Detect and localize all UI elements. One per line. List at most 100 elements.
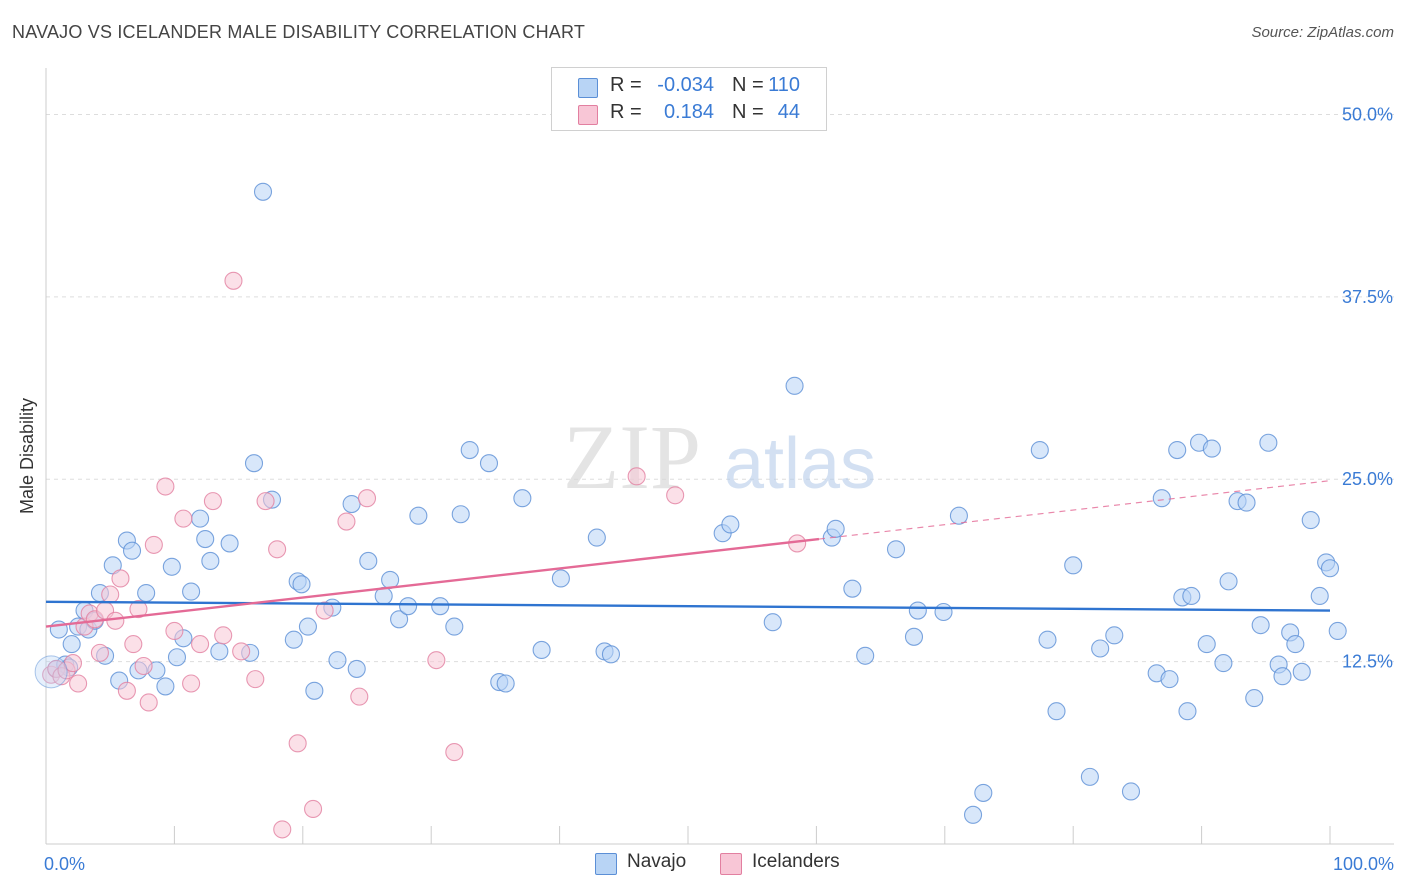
- navajo-point: [785, 376, 804, 395]
- navajo-point: [399, 597, 418, 616]
- navajo-point: [904, 627, 924, 646]
- source-label: Source: ZipAtlas.com: [1251, 24, 1394, 41]
- navajo-point: [451, 505, 470, 524]
- navajo-point: [328, 651, 347, 670]
- icelander-point: [232, 642, 251, 661]
- icelander-point: [350, 687, 369, 706]
- icelanders-swatch: [578, 105, 598, 125]
- navajo-point: [1237, 493, 1256, 512]
- navajo-point: [1214, 654, 1233, 673]
- navajo-point: [244, 454, 264, 473]
- navajo-n-label: N =: [732, 74, 764, 96]
- icelander-point: [627, 467, 646, 486]
- navajo-point: [196, 530, 215, 549]
- icelanders-r-label: R =: [610, 101, 642, 123]
- icelander-point: [134, 656, 153, 676]
- y-tick-label: 37.5%: [1342, 287, 1393, 307]
- navajo-point: [298, 617, 317, 636]
- watermark: ZIP atlas: [563, 406, 876, 508]
- icelander-point: [165, 621, 184, 641]
- navajo-swatch: [578, 78, 598, 98]
- navajo-point: [496, 674, 515, 693]
- navajo-point: [1273, 667, 1292, 686]
- icelander-point: [117, 681, 136, 700]
- icelander-point: [101, 585, 120, 604]
- icelander-trend-line: [45, 537, 820, 628]
- icelander-point: [445, 743, 464, 762]
- icelander-point: [357, 489, 377, 508]
- icelanders-r-value: 0.184: [663, 101, 714, 123]
- navajo-point: [479, 454, 499, 473]
- navajo-point: [826, 519, 845, 538]
- y-tick-label: 50.0%: [1342, 104, 1393, 124]
- navajo-point: [210, 642, 229, 661]
- navajo-point: [1152, 489, 1171, 508]
- navajo-point: [445, 617, 464, 636]
- navajo-point: [1301, 511, 1320, 530]
- icelander-trend-extension: [818, 480, 1331, 540]
- icelander-point: [203, 492, 222, 511]
- navajo-point: [949, 506, 968, 525]
- bottom-navajo-label: Navajo: [627, 851, 687, 872]
- navajo-point: [763, 613, 782, 632]
- labels-layer: 12.5% 25.0% 37.5% 50.0% 0.0% 100.0% Male Disab…: [17, 104, 1394, 874]
- navajo-point: [1160, 670, 1179, 689]
- navajo-r-value: -0.034: [657, 74, 714, 96]
- y-axis-label: Male Disability: [17, 398, 37, 514]
- bottom-navajo-swatch: [595, 853, 617, 875]
- navajo-point: [1168, 441, 1187, 460]
- icelander-point: [111, 569, 130, 588]
- navajo-point: [292, 575, 311, 594]
- icelander-point: [144, 535, 163, 554]
- navajo-point: [359, 551, 378, 570]
- icelander-point: [246, 670, 265, 689]
- navajo-point: [551, 569, 570, 588]
- icelander-point: [288, 734, 307, 753]
- navajo-n-value: 110: [768, 74, 800, 96]
- navajo-point: [1197, 635, 1216, 654]
- navajo-trend-line: [45, 600, 1331, 612]
- navajo-point: [1182, 586, 1201, 606]
- navajo-point: [305, 681, 324, 700]
- navajo-point: [284, 630, 303, 649]
- navajo-point: [721, 515, 740, 534]
- navajo-point: [162, 557, 181, 576]
- watermark-atlas: atlas: [724, 424, 876, 504]
- bottom-icelanders-swatch: [720, 853, 742, 875]
- navajo-point: [1080, 767, 1099, 786]
- y-tick-label: 25.0%: [1342, 469, 1393, 489]
- navajo-point: [1038, 630, 1057, 649]
- legend-row-icelanders: R = 0.184 N = 44: [552, 101, 826, 127]
- icelander-point: [124, 635, 143, 654]
- navajo-point: [963, 805, 983, 824]
- points-layer: [34, 182, 1347, 839]
- navajo-point: [532, 640, 551, 659]
- icelander-point: [256, 492, 275, 511]
- icelanders-n-value: 44: [777, 101, 800, 123]
- navajo-point: [856, 646, 875, 665]
- navajo-point: [843, 579, 862, 598]
- navajo-point: [1121, 782, 1141, 801]
- navajo-point: [1259, 433, 1278, 452]
- navajo-r-label: R =: [610, 74, 642, 96]
- navajo-point: [1328, 621, 1347, 641]
- navajo-point: [587, 528, 606, 547]
- icelander-point: [156, 477, 175, 496]
- icelander-point: [304, 799, 323, 819]
- navajo-point: [191, 509, 210, 528]
- navajo-point: [1064, 556, 1083, 575]
- icelander-point: [129, 600, 148, 619]
- icelander-point: [106, 611, 125, 630]
- chart-title: NAVAJO VS ICELANDER MALE DISABILITY CORR…: [12, 22, 586, 42]
- bottom-icelanders-label: Icelanders: [752, 851, 840, 872]
- icelander-point: [182, 674, 201, 693]
- icelander-point: [224, 271, 243, 290]
- icelander-point: [214, 626, 233, 645]
- navajo-point: [220, 534, 239, 553]
- navajo-point: [167, 648, 187, 667]
- navajo-point: [1178, 702, 1197, 721]
- navajo-cluster-point: [34, 655, 68, 689]
- x-tick-label-min: 0.0%: [44, 854, 85, 874]
- navajo-point: [122, 541, 142, 560]
